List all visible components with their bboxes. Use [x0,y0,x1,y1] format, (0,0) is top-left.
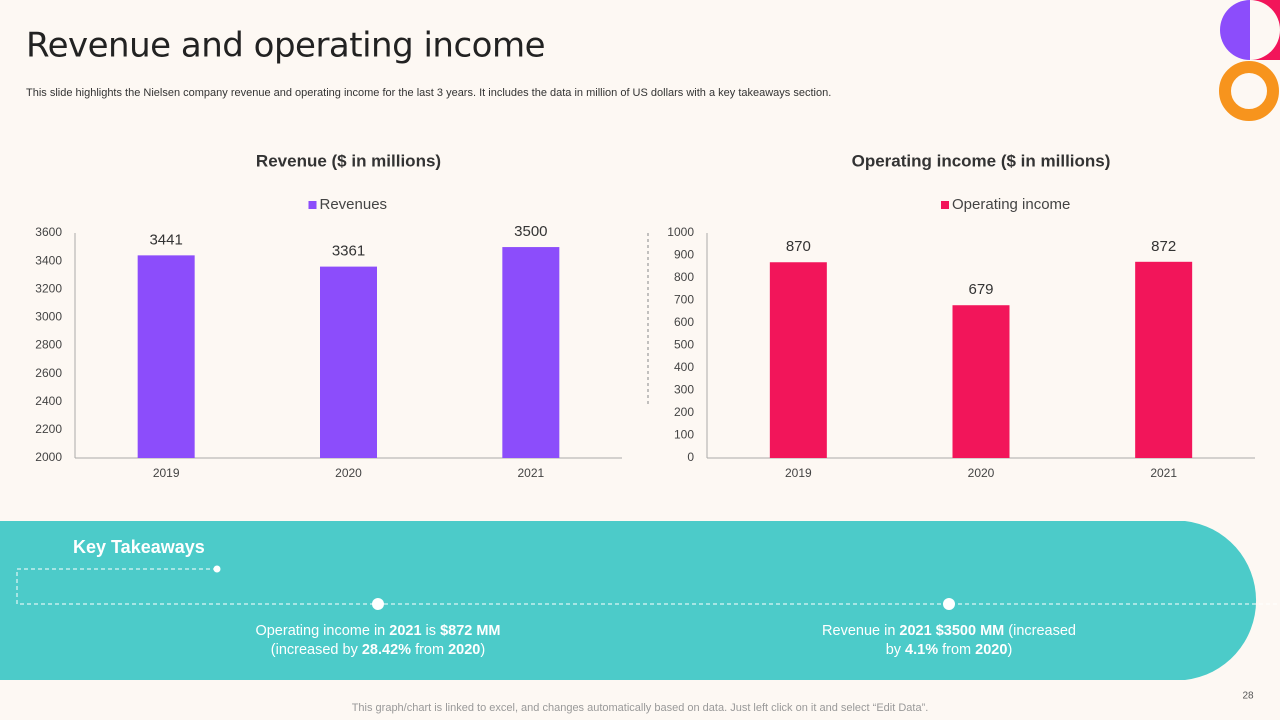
footer-note: This graph/chart is linked to excel, and… [352,702,929,714]
y-tick-label: 0 [687,450,694,464]
takeaway-run: (increased by [885,623,1080,658]
connector-dot [943,598,955,610]
y-tick-label: 2400 [35,394,62,408]
connector-dot [372,598,384,610]
takeaway-run: ) [480,642,486,658]
legend-swatch [308,201,317,209]
legend-label: Revenues [320,196,388,213]
y-tick-label: 600 [674,315,694,329]
connector [16,568,1280,605]
value-label: 3441 [149,231,182,248]
legend-swatch [941,201,949,209]
decor-shape [1250,0,1280,60]
x-tick-label: 2021 [517,466,544,480]
takeaway-run: is [421,623,441,639]
y-tick-label: 1000 [667,225,694,239]
decor-shape [1220,0,1250,60]
connector-dot [213,565,221,573]
bar [1135,261,1193,458]
y-tick-label: 700 [674,293,694,307]
takeaway-run: 2020 [448,642,481,658]
y-tick-label: 2200 [35,422,62,436]
slide-subtitle: This slide highlights the Nielsen compan… [26,87,831,99]
takeaway-run: Operating income in [255,623,390,639]
y-tick-label: 800 [674,270,694,284]
takeaway-text: Revenue in 2021 $3500 MM (increased by 4… [814,622,1084,660]
takeaway-run: 2021 [899,623,932,639]
takeaway-run: Revenue in [822,623,900,639]
bar [952,305,1010,458]
y-tick-label: 3200 [35,281,62,295]
x-tick-label: 2019 [785,466,812,480]
takeaway-run: 2020 [975,642,1008,658]
y-tick-label: 400 [674,360,694,374]
value-label: 3500 [514,223,547,240]
takeaway-run: 28.42% [361,642,412,658]
takeaway-run: 4.1% [905,642,939,658]
y-tick-label: 300 [674,383,694,397]
bar [502,247,560,458]
value-label: 870 [786,238,811,255]
takeaway-run: 2021 [389,623,422,639]
takeaway-run: $872 MM [440,623,501,639]
takeaway-run: $3500 MM [935,623,1005,639]
y-tick-label: 3600 [35,225,62,239]
y-tick-label: 100 [674,428,694,442]
chart-title: Operating income ($ in millions) [852,151,1111,170]
y-tick-label: 3400 [35,253,62,267]
takeaway-run: from [938,642,976,658]
takeaway-run: (increased by [270,623,505,658]
decor-ring [1219,61,1279,121]
value-label: 679 [968,281,993,298]
value-label: 872 [1151,238,1176,255]
x-tick-label: 2020 [335,466,362,480]
y-tick-label: 2600 [35,366,62,380]
y-tick-label: 500 [674,338,694,352]
y-tick-label: 3000 [35,310,62,324]
bar [137,255,195,458]
bar [769,262,827,458]
legend-label: Operating income [952,196,1070,213]
takeaway-run: ) [1007,642,1013,658]
value-label: 3361 [332,243,365,260]
y-tick-label: 2800 [35,338,62,352]
page-number: 28 [1242,691,1254,702]
chart-title: Revenue ($ in millions) [256,151,441,170]
bar [320,266,377,458]
x-tick-label: 2020 [968,466,995,480]
takeaway-run: from [411,642,449,658]
takeaways-band [0,521,1257,680]
takeaways-heading: Key Takeaways [73,537,205,557]
y-tick-label: 2000 [35,450,62,464]
y-tick-label: 200 [674,405,694,419]
slide-title: Revenue and operating income [26,26,545,66]
y-tick-label: 900 [674,248,694,262]
x-tick-label: 2021 [1150,466,1177,480]
x-tick-label: 2019 [153,466,180,480]
takeaway-text: Operating income in 2021 is $872 MM (inc… [243,622,513,660]
